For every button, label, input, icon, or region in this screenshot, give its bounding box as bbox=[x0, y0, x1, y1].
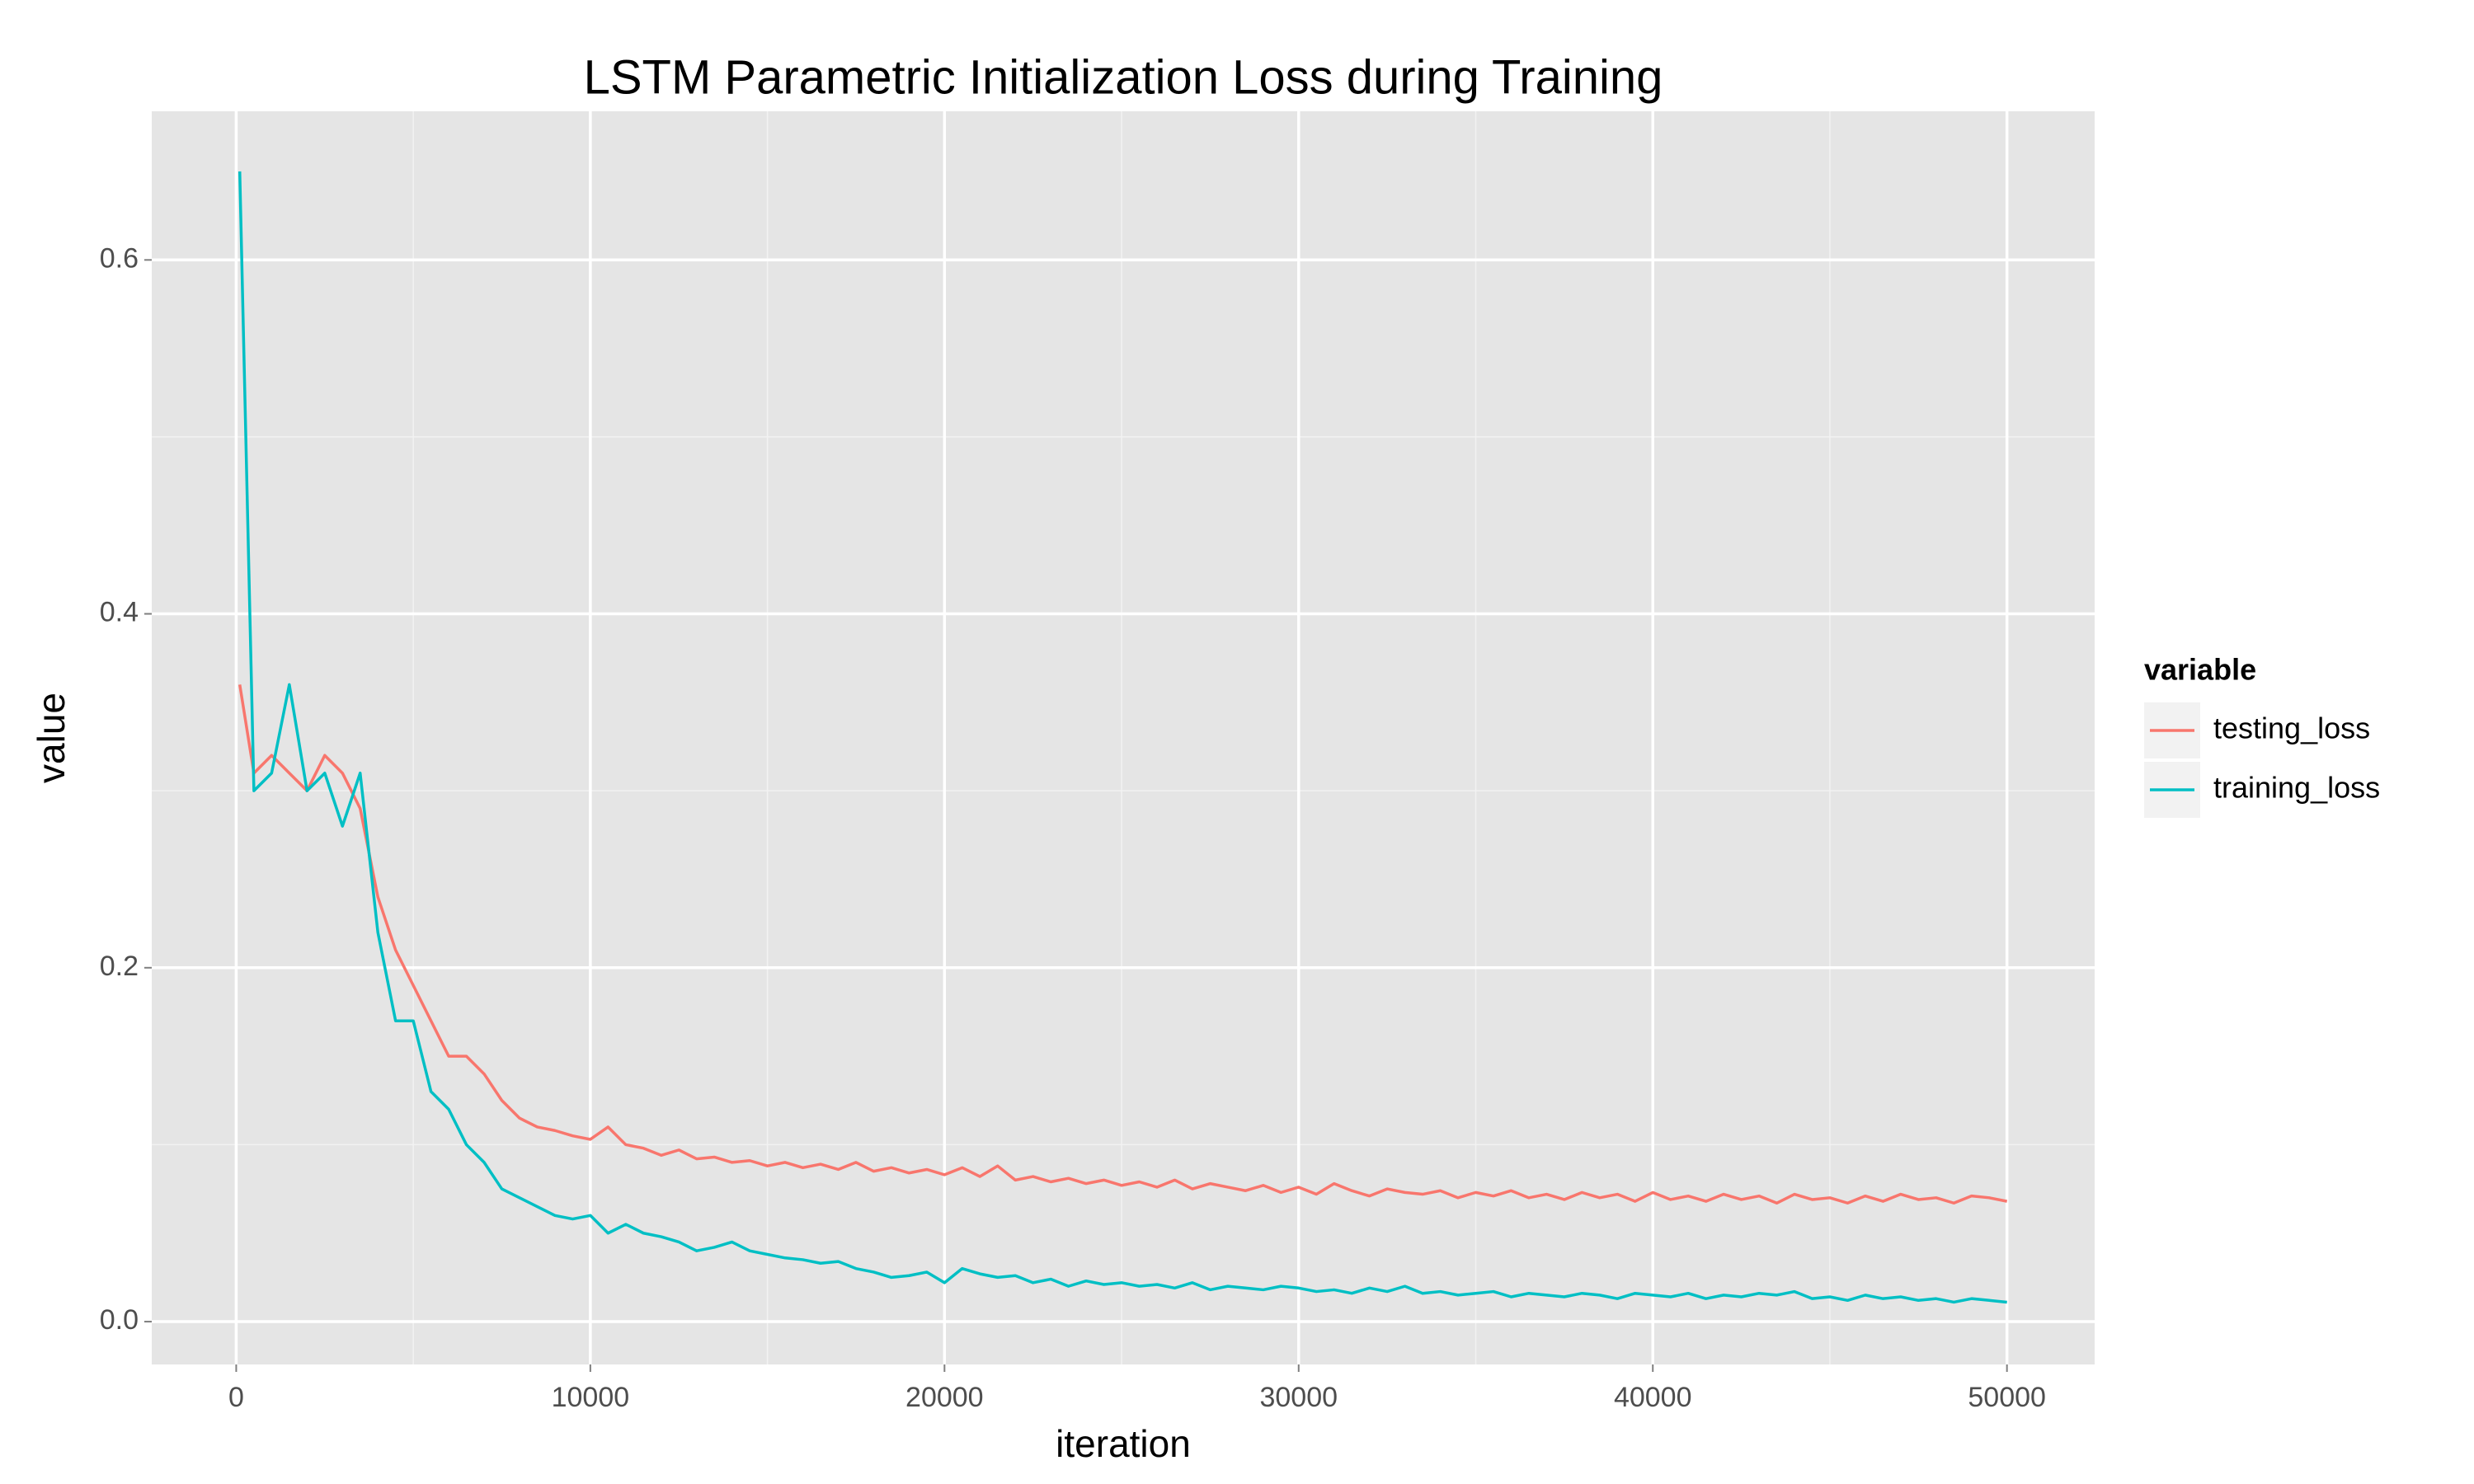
plot-panel bbox=[152, 111, 2095, 1364]
x-tick-label: 30000 bbox=[1259, 1382, 1338, 1413]
y-tick-label: 0.4 bbox=[100, 597, 139, 628]
x-tick-label: 50000 bbox=[1968, 1382, 2046, 1413]
y-tick-label: 0.6 bbox=[100, 242, 139, 274]
x-tick-label: 10000 bbox=[552, 1382, 630, 1413]
line-series bbox=[238, 684, 2008, 1205]
x-tick-label: 20000 bbox=[905, 1382, 984, 1413]
y-tick-label: 0.2 bbox=[100, 951, 139, 982]
chart-title: LSTM Parametric Initialization Loss duri… bbox=[584, 50, 1663, 104]
legend-label: testing_loss bbox=[2213, 711, 2370, 745]
line-series bbox=[238, 171, 2007, 1304]
x-tick-label: 0 bbox=[228, 1382, 244, 1413]
legend-title: variable bbox=[2144, 653, 2256, 687]
legend-label: training_loss bbox=[2213, 771, 2380, 805]
x-axis-title: iteration bbox=[1056, 1422, 1191, 1465]
y-axis-title: value bbox=[30, 693, 73, 783]
x-tick-label: 40000 bbox=[1614, 1382, 1692, 1413]
y-tick-label: 0.0 bbox=[100, 1304, 139, 1336]
